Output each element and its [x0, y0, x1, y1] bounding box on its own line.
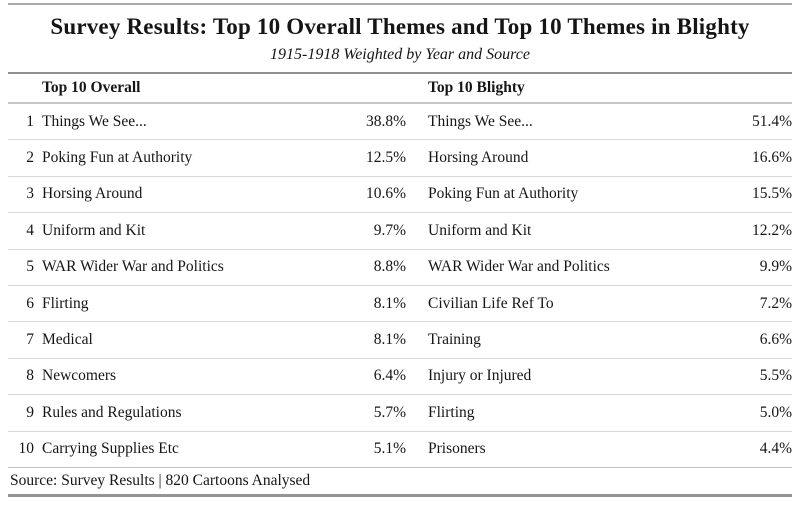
blighty-column-header: Top 10 Blighty — [428, 79, 525, 96]
table-row: 1 Things We See... 38.8% Things We See... 51… — [8, 104, 792, 141]
source-row: Source: Survey Results | 820 Cartoons An… — [8, 468, 792, 494]
blighty-pct-cell: 51.4% — [751, 112, 792, 130]
table-row: 9 Rules and Regulations 5.7% Flirting 5.0% — [8, 395, 792, 432]
table-row: 8 Newcomers 6.4% Injury or Injured 5.5% — [8, 359, 792, 396]
overall-pct-cell: 12.5% — [365, 149, 406, 167]
blighty-theme-cell: Prisoners — [428, 440, 486, 458]
rank-cell: 2 — [26, 149, 34, 167]
blighty-theme-cell: Civilian Life Ref To — [428, 294, 554, 312]
blighty-pct-cell: 12.2% — [751, 221, 792, 239]
overall-theme-cell: Rules and Regulations — [42, 403, 182, 421]
blighty-pct-cell: 4.4% — [759, 440, 792, 458]
blighty-pct-cell: 15.5% — [751, 185, 792, 203]
table-row: 5 WAR Wider War and Politics 8.8% WAR Wider… — [8, 250, 792, 286]
overall-pct-cell: 9.7% — [373, 221, 406, 239]
blighty-theme-cell: Flirting — [428, 403, 475, 421]
overall-pct-cell: 8.1% — [373, 294, 406, 312]
blighty-theme-cell: Poking Fun at Authority — [428, 185, 579, 203]
table-row: 7 Medical 8.1% Training 6.6% — [8, 322, 792, 359]
blighty-pct-cell: 7.2% — [759, 294, 792, 312]
bottom-rule — [8, 493, 792, 497]
overall-pct-cell: 8.1% — [373, 331, 406, 349]
blighty-pct-cell: 6.6% — [759, 331, 792, 349]
blighty-pct-cell: 5.5% — [759, 367, 792, 385]
rank-cell: 5 — [26, 258, 34, 276]
table-row: 3 Horsing Around 10.6% Poking Fun at Author… — [8, 177, 792, 214]
rank-cell: 1 — [26, 112, 34, 130]
rank-cell: 8 — [26, 367, 34, 385]
rank-cell: 3 — [26, 185, 34, 203]
overall-theme-cell: Poking Fun at Authority — [42, 149, 193, 167]
overall-pct-cell: 6.4% — [373, 367, 406, 385]
page-title: Survey Results: Top 10 Overall Themes an… — [50, 14, 750, 39]
blighty-pct-cell: 5.0% — [759, 403, 792, 421]
rank-cell: 4 — [26, 221, 34, 239]
rank-cell: 9 — [26, 403, 34, 421]
blighty-theme-cell: Things We See... — [428, 112, 533, 130]
overall-theme-cell: Flirting — [42, 294, 89, 312]
table-row: 4 Uniform and Kit 9.7% Uniform and Kit 12.2% — [8, 213, 792, 250]
overall-theme-cell: Newcomers — [42, 367, 117, 385]
survey-results-table: Survey Results: Top 10 Overall Themes an… — [0, 3, 800, 497]
table-row: 10 Carrying Supplies Etc 5.1% Prisoners 4.4% — [8, 432, 792, 468]
page-subtitle: 1915-1918 Weighted by Year and Source — [270, 46, 530, 63]
overall-pct-cell: 38.8% — [365, 112, 406, 130]
overall-theme-cell: Medical — [42, 331, 93, 349]
table-row: 6 Flirting 8.1% Civilian Life Ref To 7.2% — [8, 286, 792, 323]
blighty-theme-cell: Horsing Around — [428, 149, 529, 167]
overall-pct-cell: 5.1% — [373, 440, 406, 458]
blighty-theme-cell: Injury or Injured — [428, 367, 532, 385]
top-rule — [8, 3, 792, 5]
header-bottom-rule — [8, 102, 792, 104]
blighty-pct-cell: 9.9% — [759, 258, 792, 276]
overall-theme-cell: Uniform and Kit — [42, 221, 146, 239]
header-top-rule — [8, 72, 792, 74]
rank-cell: 10 — [18, 440, 35, 458]
table-body: 1 Things We See... 38.8% Things We See... 51… — [8, 104, 792, 468]
source-note: Source: Survey Results | 820 Cartoons An… — [10, 471, 311, 489]
rank-cell: 7 — [26, 331, 34, 349]
blighty-theme-cell: WAR Wider War and Politics — [428, 258, 610, 276]
blighty-theme-cell: Training — [428, 331, 481, 349]
blighty-pct-cell: 16.6% — [751, 149, 792, 167]
overall-pct-cell: 10.6% — [365, 185, 406, 203]
blighty-theme-cell: Uniform and Kit — [428, 221, 532, 239]
overall-pct-cell: 5.7% — [373, 403, 406, 421]
overall-pct-cell: 8.8% — [373, 258, 406, 276]
overall-column-header: Top 10 Overall — [42, 79, 141, 96]
overall-theme-cell: WAR Wider War and Politics — [42, 258, 224, 276]
table-row: 2 Poking Fun at Authority 12.5% Horsing Aro… — [8, 140, 792, 177]
overall-theme-cell: Horsing Around — [42, 185, 143, 203]
table-header-row: Top 10 Overall Top 10 Blighty — [8, 74, 792, 102]
rank-cell: 6 — [26, 294, 34, 312]
overall-theme-cell: Carrying Supplies Etc — [42, 440, 179, 458]
overall-theme-cell: Things We See... — [42, 112, 147, 130]
